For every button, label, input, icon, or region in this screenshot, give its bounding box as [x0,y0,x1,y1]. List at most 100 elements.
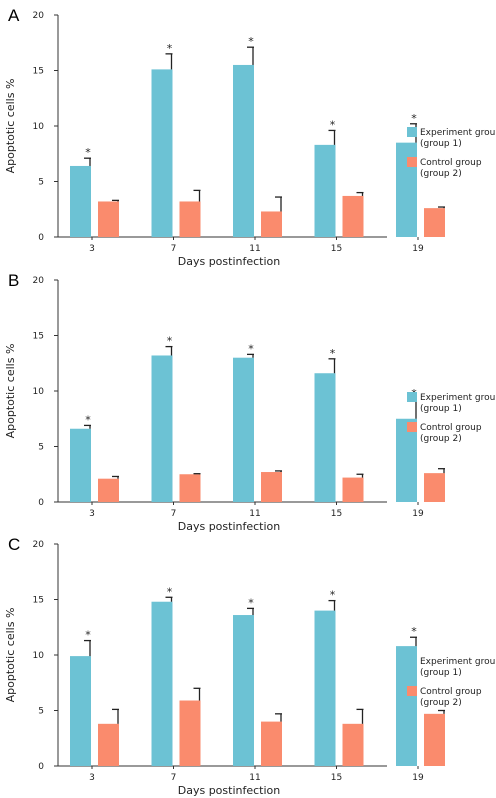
y-tick-label: 5 [38,707,44,717]
bar-control [342,195,364,237]
panel-letter: C [8,535,20,554]
legend-label: Control group [420,687,482,697]
bar-experiment [233,64,254,237]
y-tick-label: 10 [33,122,45,132]
bar-experiment [314,373,336,502]
y-tick-label: 15 [33,596,44,606]
significance-star: * [248,596,254,609]
significance-star: * [248,342,254,355]
y-tick-label: 20 [33,276,45,286]
legend-swatch-control [407,157,417,167]
legend-swatch-experiment [407,656,417,666]
bar-control [342,723,364,766]
chart-panel-c: C Apoptotic cells % 0 5 10 15 20 * 3 * 7 * 11 * 15 * 19 D… [4,535,496,797]
bar-experiment [233,615,254,766]
bar-control [98,478,119,502]
panel-letter: B [8,271,19,290]
y-tick-label: 0 [38,498,44,508]
y-tick-label: 20 [33,11,45,21]
x-tick-label: 7 [171,509,177,519]
x-tick-label: 19 [412,244,424,254]
legend-label: (group 2) [420,434,462,444]
bar-experiment [396,142,417,237]
x-tick-label: 7 [171,244,177,254]
x-tick-label: 11 [249,773,260,783]
bar-control [261,211,282,237]
legend-label: Control group [420,158,482,168]
x-tick-label: 19 [412,773,424,783]
bar-experiment [151,355,173,502]
y-tick-label: 5 [38,178,44,188]
bar-experiment [233,357,254,502]
x-tick-label: 19 [412,509,424,519]
bar-control [98,201,119,237]
bar-control [179,700,201,766]
x-tick-label: 15 [331,244,342,254]
significance-star: * [85,413,91,426]
legend-label: Experiment group [420,657,496,667]
significance-star: * [167,42,173,55]
legend-swatch-control [407,686,417,696]
legend-label: Control group [420,423,482,433]
x-tick-label: 3 [89,244,95,254]
bar-experiment [314,144,336,237]
chart-panel-a: A Apoptotic cells % 0 5 10 15 20 * 3 * 7 * 11 * 15 * 19 D… [4,6,496,268]
significance-star: * [167,335,173,348]
bar-control [424,208,445,237]
x-axis-title: Days postinfection [178,255,281,268]
x-axis-title: Days postinfection [178,784,281,797]
x-tick-label: 15 [331,509,342,519]
bar-experiment [70,428,91,502]
bar-experiment [151,69,173,237]
y-tick-label: 5 [38,443,44,453]
legend-swatch-control [407,422,417,432]
bar-control [424,713,445,766]
significance-star: * [85,629,91,642]
bar-experiment [151,601,173,766]
significance-star: * [411,112,417,125]
y-tick-label: 15 [33,67,44,77]
legend-swatch-experiment [407,127,417,137]
y-axis-title: Apoptotic cells % [4,79,17,174]
significance-star: * [248,35,254,48]
legend-label: (group 2) [420,169,462,179]
bar-experiment [396,646,417,766]
x-tick-label: 3 [89,773,95,783]
significance-star: * [330,118,336,131]
significance-star: * [411,625,417,638]
bar-control [424,473,445,502]
significance-star: * [85,146,91,159]
bar-experiment [70,165,91,237]
y-tick-label: 10 [33,387,45,397]
bar-control [342,477,364,502]
bar-control [261,472,282,502]
x-tick-label: 11 [249,244,260,254]
significance-star: * [330,347,336,360]
y-tick-label: 10 [33,651,45,661]
bar-control [98,723,119,766]
y-tick-label: 0 [38,233,44,243]
x-tick-label: 11 [249,509,260,519]
x-axis-title: Days postinfection [178,520,281,533]
panel-letter: A [8,6,20,25]
y-tick-label: 15 [33,332,44,342]
x-tick-label: 3 [89,509,95,519]
legend-label: (group 1) [420,668,462,678]
legend-label: Experiment group [420,128,496,138]
legend-label: Experiment group [420,393,496,403]
x-tick-label: 15 [331,773,342,783]
x-tick-label: 7 [171,773,177,783]
y-tick-label: 0 [38,762,44,772]
bar-experiment [396,418,417,502]
legend-label: (group 1) [420,404,462,414]
bar-experiment [314,610,336,766]
y-axis-title: Apoptotic cells % [4,608,17,703]
bar-experiment [70,656,91,766]
y-tick-label: 20 [33,540,45,550]
bar-control [179,201,201,237]
legend-swatch-experiment [407,392,417,402]
significance-star: * [167,585,173,598]
legend-label: (group 1) [420,139,462,149]
